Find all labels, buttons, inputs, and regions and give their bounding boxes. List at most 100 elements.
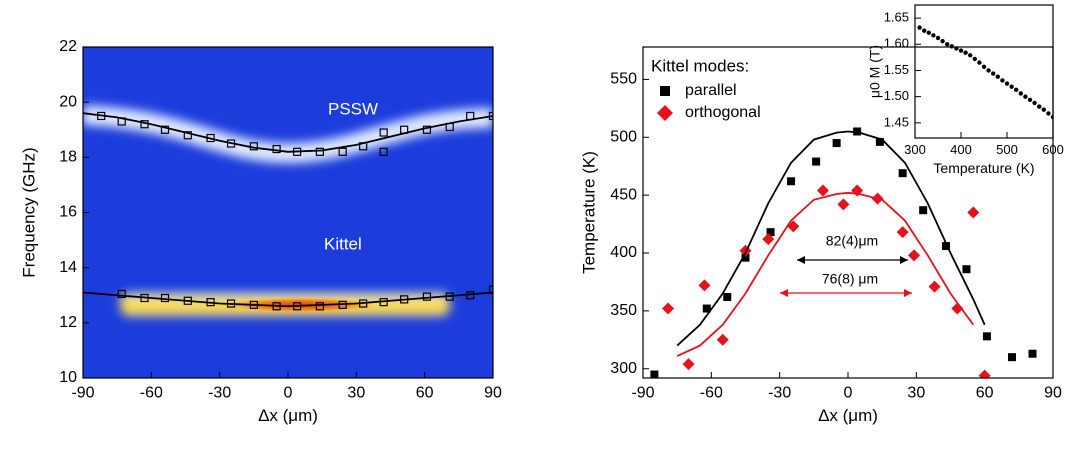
data-point (919, 206, 928, 215)
y-tick-label: 550 (610, 71, 637, 88)
data-point (949, 44, 954, 49)
x-tick-label: -60 (140, 384, 163, 401)
data-point (766, 228, 775, 237)
data-point (832, 139, 841, 148)
y-tick-label: 400 (610, 244, 637, 261)
x-tick-label: -60 (700, 384, 723, 401)
data-point (723, 292, 732, 301)
x-tick-label: 30 (907, 384, 925, 401)
data-point (1004, 81, 1010, 86)
y-tick-label: 22 (59, 38, 77, 55)
data-point (1000, 78, 1005, 83)
x-axis-label: Δx (μm) (818, 406, 878, 425)
data-point (1027, 97, 1033, 102)
annotation: 76(8) μm (822, 271, 878, 287)
annotation: Kittel (324, 234, 362, 253)
data-point (272, 144, 281, 154)
data-point (1023, 94, 1028, 99)
data-point (986, 68, 991, 73)
arrow-head (797, 256, 805, 264)
fit-line (676, 130, 986, 347)
data-point (1009, 84, 1014, 89)
y-tick-label: 1.45 (884, 114, 909, 129)
y-tick-label: 500 (610, 128, 637, 145)
heatmap-background (83, 47, 493, 378)
data-point (954, 46, 959, 51)
data-point (922, 28, 927, 33)
y-tick-label: 1.65 (884, 10, 909, 25)
data-point (1014, 87, 1019, 93)
x-axis-label: Δx (μm) (258, 406, 318, 425)
data-point (962, 265, 971, 274)
y-axis-label: Temperature (K) (579, 151, 598, 274)
data-point (963, 50, 968, 55)
data-point (1046, 111, 1051, 116)
data-point (917, 25, 922, 30)
data-point (1018, 91, 1023, 96)
data-point (968, 53, 973, 58)
fit-line (676, 191, 975, 357)
x-tick-label: 30 (347, 384, 365, 401)
data-point (1037, 104, 1042, 109)
data-point (972, 56, 977, 62)
x-tick-label: 500 (996, 142, 1018, 157)
y-axis-label: μ0 M (T) (867, 45, 883, 98)
data-point (1041, 107, 1047, 112)
y-tick-label: 450 (610, 186, 637, 203)
data-point (875, 137, 884, 146)
data-point (422, 125, 432, 134)
y-tick-label: 350 (610, 302, 637, 319)
x-tick-label: -90 (631, 384, 654, 401)
data-point (995, 74, 1000, 79)
heatmap (83, 47, 493, 378)
data-point (898, 169, 907, 178)
y-tick-label: 20 (59, 93, 77, 110)
data-point (982, 332, 991, 341)
x-tick-label: 90 (484, 384, 502, 401)
legend-title: Kittel modes: (651, 56, 749, 75)
x-tick-label: -30 (768, 384, 791, 401)
data-point (488, 285, 493, 294)
data-point (816, 184, 829, 197)
inset-background (870, 0, 1079, 190)
arrow-head (900, 256, 908, 264)
x-tick-label: 0 (284, 384, 293, 401)
y-tick-label: 1.50 (884, 88, 909, 103)
data-point (967, 206, 980, 219)
data-point (978, 369, 991, 378)
data-point (315, 302, 324, 311)
data-point (787, 220, 800, 233)
x-tick-label: -30 (208, 384, 231, 401)
data-point (941, 242, 950, 251)
data-point (662, 302, 675, 315)
fit-line (83, 291, 493, 308)
annotation: 82(4)μm (826, 233, 878, 249)
arrow-head (780, 289, 788, 297)
x-tick-label: 0 (844, 384, 853, 401)
data-point (1032, 100, 1037, 106)
data-point (977, 60, 982, 65)
legend-marker (657, 105, 673, 121)
data-point (422, 292, 432, 301)
plot-area (650, 127, 1037, 378)
data-point (762, 233, 775, 246)
axes-frame (642, 46, 1054, 379)
legend-label: orthogonal (685, 104, 761, 121)
data-point (1008, 353, 1016, 362)
data-point (698, 279, 711, 292)
data-point (991, 71, 996, 76)
axes-frame (82, 46, 494, 379)
data-point (940, 38, 945, 44)
arrow-head (904, 289, 912, 297)
x-axis-label: Temperature (K) (933, 160, 1034, 176)
data-point (1028, 349, 1037, 358)
x-tick-label: 60 (976, 384, 994, 401)
data-point (315, 147, 324, 156)
y-tick-label: 300 (610, 360, 637, 377)
data-point (379, 147, 388, 156)
legend-marker (660, 86, 670, 96)
data-point (183, 131, 192, 140)
annotation: PSSW (328, 99, 378, 118)
